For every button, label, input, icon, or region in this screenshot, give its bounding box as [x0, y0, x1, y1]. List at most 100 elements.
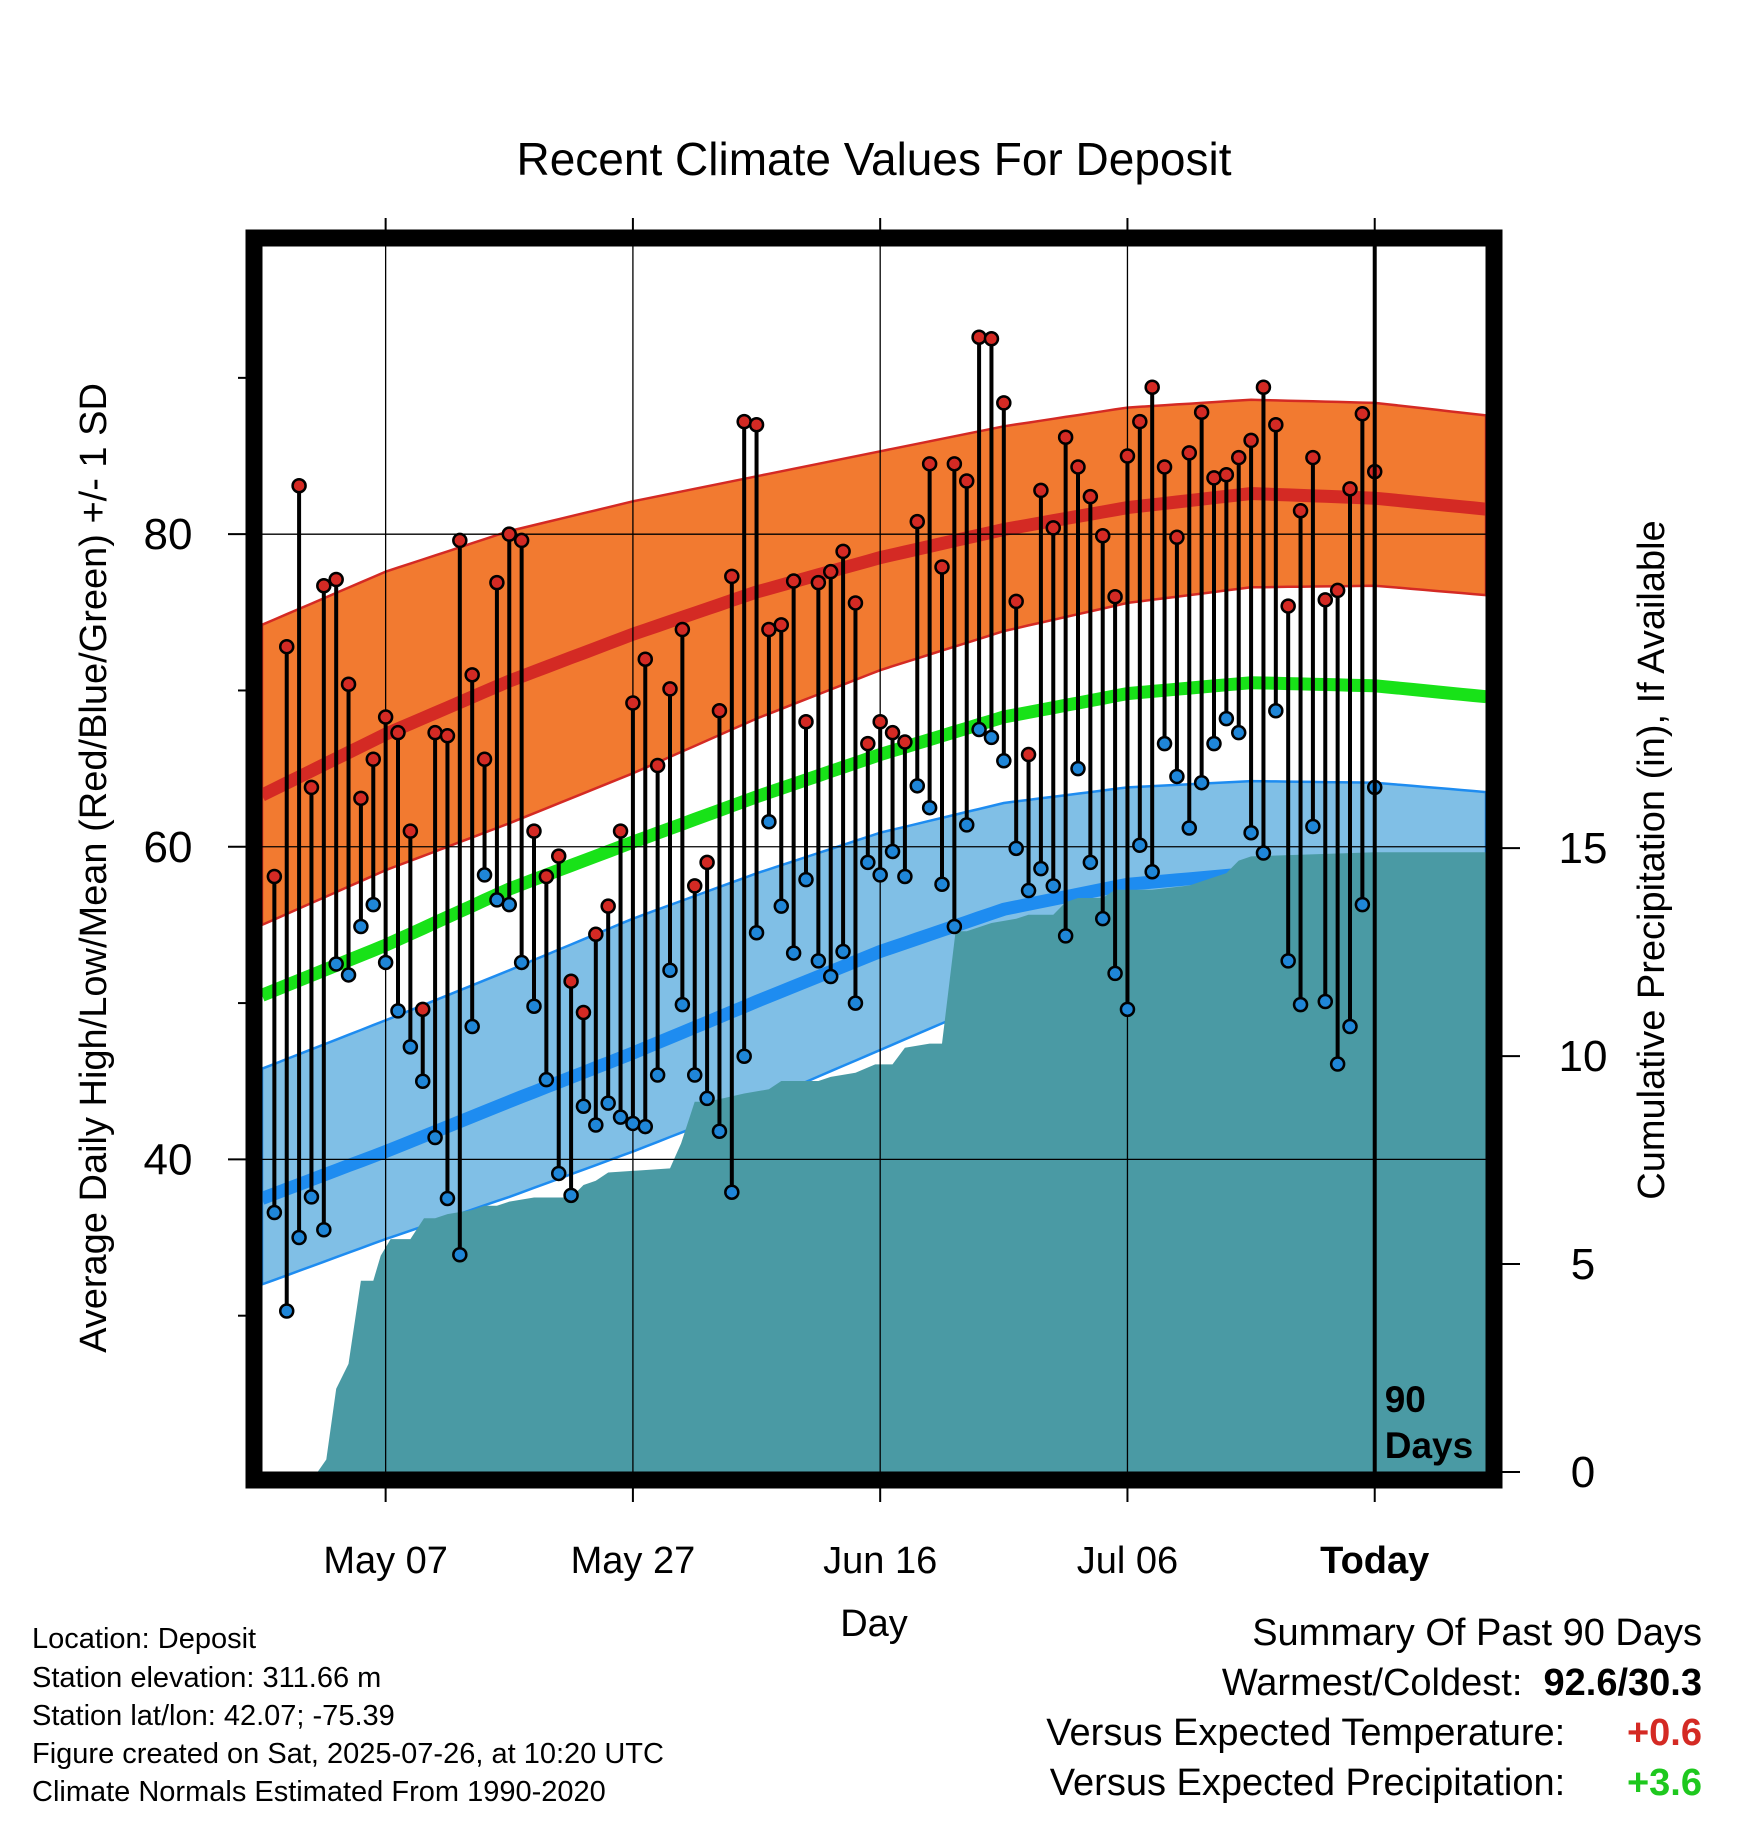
high-point [575, 1004, 592, 1021]
high-point [266, 868, 283, 885]
high-point [1268, 417, 1284, 433]
chart-text: Recent Climate Values For Deposit Day Aver… [73, 133, 1673, 1645]
high-point [513, 532, 530, 549]
low-point [575, 1098, 592, 1114]
low-point [365, 896, 382, 913]
low-point [452, 1246, 468, 1263]
low-point [489, 892, 505, 908]
x-tick-label: Jul 06 [1077, 1540, 1178, 1582]
high-point [1255, 379, 1272, 395]
low-point [958, 817, 975, 833]
low-point [699, 1090, 715, 1107]
low-point [1119, 1001, 1136, 1018]
high-point [884, 724, 901, 741]
high-point [637, 651, 654, 667]
high-point [909, 513, 926, 530]
summary-precip-label: Versus Expected Precipitation: [1049, 1762, 1566, 1804]
high-point [785, 573, 802, 589]
low-point [1033, 860, 1049, 877]
high-point [1094, 527, 1111, 544]
high-point [501, 526, 518, 542]
low-point [353, 918, 369, 935]
high-point [1280, 598, 1296, 614]
high-point [1181, 445, 1198, 461]
axes: May 07 May 27 Jun 16 Jul 06 Today 40 60 80 0 5 10 1… [144, 218, 1608, 1582]
high-point [316, 577, 332, 594]
low-point [291, 1229, 307, 1246]
high-point [588, 926, 604, 943]
low-point [810, 953, 827, 969]
low-point [625, 1115, 641, 1132]
low-point [600, 1095, 616, 1111]
low-point [501, 896, 518, 913]
high-point [328, 571, 344, 588]
high-point [736, 413, 752, 430]
high-point [365, 751, 382, 767]
high-point [340, 676, 357, 692]
low-point [1020, 882, 1037, 899]
x-axis-label: Day [840, 1603, 908, 1645]
high-point [798, 713, 814, 730]
high-point [1230, 449, 1247, 466]
y2-tick-label: 5 [1571, 1240, 1595, 1289]
high-point [699, 854, 715, 871]
low-point [946, 918, 963, 935]
high-point [1169, 529, 1185, 546]
low-point [1305, 818, 1321, 835]
low-point [1317, 993, 1334, 1010]
low-point [686, 1067, 703, 1083]
precip-fill [262, 852, 1486, 1472]
low-point [835, 943, 851, 960]
low-point [983, 729, 1000, 746]
high-point [1156, 459, 1173, 475]
low-point [971, 721, 987, 738]
low-point [996, 753, 1012, 769]
high-point [773, 617, 790, 633]
high-point [390, 724, 406, 741]
low-point [1255, 845, 1272, 861]
x-tick-label: May 07 [323, 1540, 448, 1582]
low-point [662, 962, 678, 979]
today-label-unit: Days [1385, 1425, 1473, 1466]
low-point [303, 1189, 320, 1205]
high-point [761, 621, 777, 638]
high-point [1243, 432, 1259, 449]
info-location: Location: Deposit [32, 1623, 257, 1655]
low-point [822, 968, 839, 985]
y2-tick-label: 15 [1559, 824, 1608, 873]
low-point [798, 871, 814, 888]
high-point [711, 703, 728, 719]
high-point [1193, 404, 1210, 420]
low-point [1342, 1018, 1358, 1035]
low-point [1107, 965, 1123, 982]
high-point [612, 823, 629, 839]
high-point [686, 878, 703, 894]
high-point [526, 823, 542, 839]
info-created: Figure created on Sat, 2025-07-26, at 10… [32, 1738, 664, 1770]
low-point [414, 1073, 431, 1089]
high-point [1305, 449, 1321, 466]
high-point [1292, 502, 1309, 519]
low-point [1354, 896, 1371, 913]
low-point [1132, 837, 1148, 853]
low-point [674, 996, 691, 1013]
low-point [761, 814, 777, 830]
low-point [563, 1187, 579, 1204]
high-point [996, 395, 1012, 411]
y2-tick-label: 0 [1571, 1448, 1595, 1497]
summary-heading: Summary Of Past 90 Days [1252, 1612, 1702, 1654]
high-point [748, 417, 765, 433]
low-point [934, 876, 950, 893]
high-point [1057, 429, 1074, 446]
plot-frame-rect [245, 229, 1503, 1489]
low-point [1045, 878, 1062, 894]
summary-temp-value: +0.6 [1626, 1712, 1702, 1754]
high-point [563, 973, 579, 989]
low-point [711, 1123, 728, 1140]
today-marker: 90 Days [1372, 245, 1473, 1472]
high-point [674, 621, 691, 638]
low-point [872, 867, 888, 883]
low-point [427, 1129, 443, 1146]
low-point [588, 1117, 604, 1133]
